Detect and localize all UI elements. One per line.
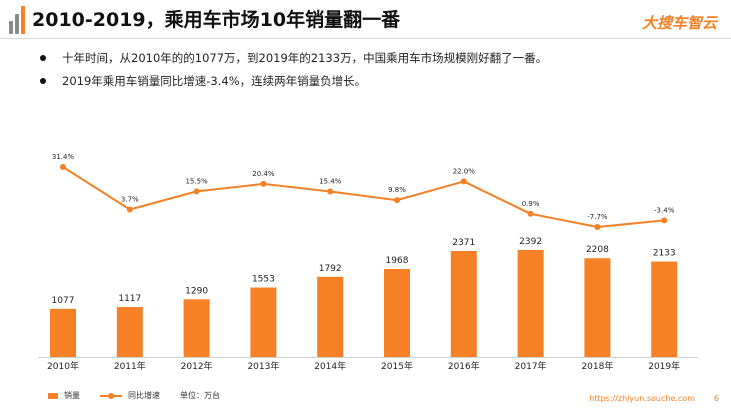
x-tick-label: 2019年 — [648, 360, 680, 372]
bar-chart-logo-icon — [9, 6, 25, 34]
legend-unit: 单位：万台 — [180, 390, 220, 401]
growth-point — [327, 188, 334, 195]
bar-value-label: 1968 — [386, 256, 409, 266]
x-tick-label: 2013年 — [247, 360, 279, 372]
title-bar: 2010-2019，乘用车市场10年销量翻一番 — [9, 6, 400, 34]
page-title: 2010-2019，乘用车市场10年销量翻一番 — [32, 9, 401, 31]
bar — [116, 307, 143, 357]
growth-value-label: 9.8% — [388, 186, 406, 194]
page-number: 6 — [713, 394, 719, 403]
bar-value-label: 1117 — [118, 294, 141, 304]
growth-point — [460, 178, 467, 185]
x-tick-label: 2016年 — [448, 360, 480, 372]
bar-value-label: 2371 — [452, 238, 475, 248]
bar — [651, 261, 678, 357]
growth-value-label: 20.4% — [252, 170, 275, 178]
x-tick-label: 2014年 — [314, 360, 346, 372]
bar — [50, 308, 76, 357]
legend-line-swatch — [100, 392, 122, 399]
bar — [250, 287, 277, 357]
legend-item-growth: 同比增速 — [100, 390, 160, 401]
x-tick-label: 2017年 — [515, 360, 547, 372]
bar — [517, 250, 544, 357]
bar — [317, 276, 344, 357]
bar — [584, 258, 611, 357]
growth-point — [394, 197, 400, 204]
x-tick-label: 2011年 — [114, 360, 146, 372]
growth-point — [126, 206, 133, 213]
growth-value-label: -7.7% — [587, 213, 608, 221]
x-tick-label: 2010年 — [47, 360, 79, 372]
bar-value-label: 1792 — [319, 264, 342, 274]
bar-value-label: 1290 — [185, 286, 208, 296]
growth-value-label: 15.4% — [319, 178, 342, 186]
growth-point — [527, 210, 534, 217]
bar-value-label: 2208 — [586, 245, 609, 255]
legend-bar-swatch — [48, 392, 58, 399]
growth-value-label: 15.5% — [185, 177, 208, 185]
growth-value-label: -3.4% — [654, 206, 675, 214]
unit-label: 单位：万台 — [180, 391, 220, 400]
legend-item-sales: 销量 — [48, 390, 80, 401]
x-tick-label: 2018年 — [581, 360, 613, 372]
chart-legend: 销量 同比增速 单位：万台 — [48, 390, 240, 401]
brand-logo: 大搜车智云 — [641, 14, 717, 32]
legend-label-growth: 同比增速 — [128, 391, 160, 400]
growth-point — [594, 224, 601, 230]
bar-value-label: 2392 — [519, 237, 542, 247]
growth-value-label: 3.7% — [121, 196, 139, 204]
x-tick-label: 2015年 — [381, 360, 413, 372]
legend-label-sales: 销量 — [64, 391, 80, 400]
growth-point — [661, 217, 668, 224]
bar-value-label: 2133 — [653, 249, 676, 259]
summary-bullets: 十年时间，从2010年的的1077万，到2019年的2133万，中国乘用车市场规… — [40, 47, 547, 93]
growth-point — [60, 164, 66, 170]
growth-line — [62, 166, 665, 228]
bar — [450, 250, 477, 357]
growth-point — [260, 180, 267, 187]
bullet-item: 十年时间，从2010年的的1077万，到2019年的2133万，中国乘用车市场规… — [40, 47, 547, 70]
growth-value-label: 0.9% — [522, 200, 540, 208]
bar — [384, 268, 410, 357]
growth-value-label: 22.0% — [453, 167, 476, 175]
growth-point — [193, 188, 200, 195]
x-tick-label: 2012年 — [181, 360, 213, 372]
footer-url[interactable]: https://zhiyun.souche.com — [589, 394, 695, 403]
growth-value-label: 31.4% — [52, 153, 75, 161]
bar-value-label: 1077 — [52, 296, 75, 306]
bullet-item: 2019年乘用车销量同比增速-3.4%，连续两年销量负增长。 — [40, 70, 547, 93]
bar — [183, 299, 210, 357]
bar-value-label: 1553 — [252, 275, 275, 285]
title-divider — [0, 38, 731, 39]
